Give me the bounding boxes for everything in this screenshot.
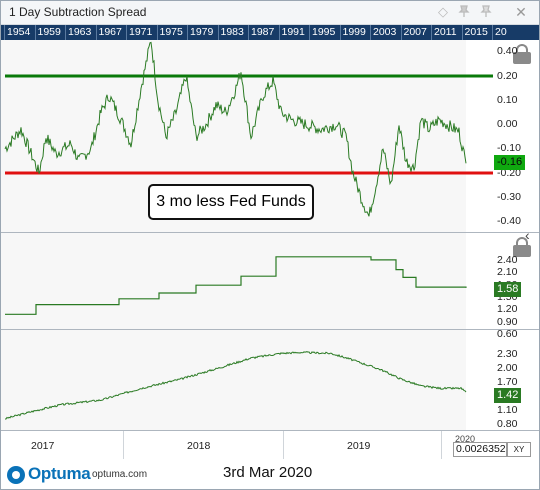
year-label: 1971 — [129, 26, 153, 38]
year-label: 1975 — [159, 26, 183, 38]
scale-label: -0.30 — [497, 191, 521, 203]
panel1-last-value: -0.16 — [494, 155, 526, 170]
panel-divider[interactable] — [1, 329, 539, 330]
top-date-axis[interactable]: 1954 1959 1963 1967 1971 1975 1979 1983 1987 1991… — [1, 25, 539, 40]
year-tick — [65, 25, 66, 40]
year-tick — [248, 25, 249, 40]
scale-label: 0.90 — [497, 315, 518, 328]
year-tick — [187, 25, 188, 40]
title-bar: 1 Day Subtraction Spread ◇ ✕ — [1, 1, 539, 25]
year-tick — [95, 25, 97, 40]
panel2-last-value: 1.58 — [494, 282, 522, 297]
year-label: 2019 — [347, 440, 371, 452]
close-icon[interactable]: ✕ — [515, 4, 527, 20]
panel-divider[interactable] — [1, 232, 539, 233]
year-label: 1991 — [281, 26, 305, 38]
scale-label: 0.40 — [497, 45, 518, 57]
lock-icon[interactable] — [513, 44, 531, 64]
year-label: 20 — [495, 26, 507, 38]
scale-label: -0.40 — [497, 215, 521, 227]
year-label: 2017 — [31, 440, 55, 452]
optuma-logo-icon — [7, 466, 25, 484]
axis-tick — [123, 431, 124, 459]
plot-area — [1, 330, 466, 430]
year-tick — [278, 25, 280, 40]
chart-date: 3rd Mar 2020 — [223, 464, 313, 481]
year-label: 1987 — [251, 26, 275, 38]
axis-tick — [441, 431, 442, 459]
year-tick — [461, 25, 463, 40]
year-label: 1959 — [37, 26, 61, 38]
brand-url: optuma.com — [92, 469, 148, 480]
year-tick — [4, 25, 5, 40]
bottom-date-axis[interactable]: 2017 2018 2019 — [1, 430, 539, 459]
panel3-last-value: 1.42 — [494, 388, 522, 403]
chevron-left-icon[interactable]: ‹ — [525, 227, 530, 243]
lock-icon[interactable] — [513, 237, 531, 257]
year-label: 2015 — [464, 26, 488, 38]
scale-label: 1.10 — [497, 404, 518, 416]
rate-wavy-series — [5, 351, 467, 420]
spread-plot — [4, 41, 493, 217]
xy-button[interactable]: XY — [507, 442, 531, 457]
plot-area — [1, 233, 466, 329]
year-label: 1995 — [312, 26, 336, 38]
year-label: 1979 — [190, 26, 214, 38]
year-tick — [339, 25, 341, 40]
scale-label: 0.60 — [497, 327, 518, 340]
pin-icon[interactable] — [456, 4, 472, 20]
annotation-label[interactable]: 3 mo less Fed Funds — [148, 184, 314, 220]
axis-tick — [283, 431, 284, 459]
scale-label: 1.20 — [497, 303, 518, 316]
year-label: 1963 — [68, 26, 92, 38]
year-label: 2018 — [187, 440, 211, 452]
rate-panel-b[interactable] — [1, 330, 493, 430]
scale-label: 0.10 — [497, 94, 518, 106]
scale-label: 0.80 — [497, 418, 518, 430]
scale-label: 2.30 — [497, 348, 518, 360]
spread-panel[interactable] — [1, 40, 493, 232]
brand-name: Optuma — [28, 464, 91, 483]
cursor-date-partial: 2020 — [455, 434, 476, 444]
scale-label: 2.10 — [497, 266, 518, 279]
scale-label: 2.00 — [497, 362, 518, 374]
window-title: 1 Day Subtraction Spread — [9, 5, 147, 19]
cursor-value: 0.0026352 — [453, 442, 507, 457]
spread-series-line — [4, 41, 467, 217]
year-tick — [309, 25, 310, 40]
scale-label: 1.70 — [497, 376, 518, 388]
pin-icon-2[interactable] — [478, 4, 494, 20]
rate-step-series — [5, 256, 467, 315]
scale-label: 2.40 — [497, 254, 518, 266]
year-tick — [156, 25, 158, 40]
year-tick — [34, 25, 36, 40]
scale-label: 0.20 — [497, 70, 518, 82]
year-tick — [217, 25, 219, 40]
diamond-icon[interactable]: ◇ — [438, 4, 448, 19]
year-label: 1999 — [342, 26, 366, 38]
scale-label: -0.20 — [497, 167, 521, 179]
footer: Optuma optuma.com 3rd Mar 2020 — [1, 459, 539, 489]
rate-panel-a[interactable] — [1, 233, 493, 329]
scale-label: 0.00 — [497, 118, 518, 130]
year-tick — [431, 25, 432, 40]
year-label: 2007 — [403, 26, 427, 38]
rate-plot-a — [5, 256, 467, 315]
year-tick — [492, 25, 493, 40]
year-tick — [370, 25, 371, 40]
year-label: 2011 — [434, 26, 457, 38]
year-label: 1954 — [7, 26, 31, 38]
year-label: 1967 — [98, 26, 122, 38]
year-label: 2003 — [373, 26, 397, 38]
rate-plot-b — [5, 351, 467, 420]
year-label: 1983 — [220, 26, 244, 38]
year-tick — [400, 25, 402, 40]
scale-label: -0.10 — [497, 142, 521, 154]
year-tick — [126, 25, 127, 40]
